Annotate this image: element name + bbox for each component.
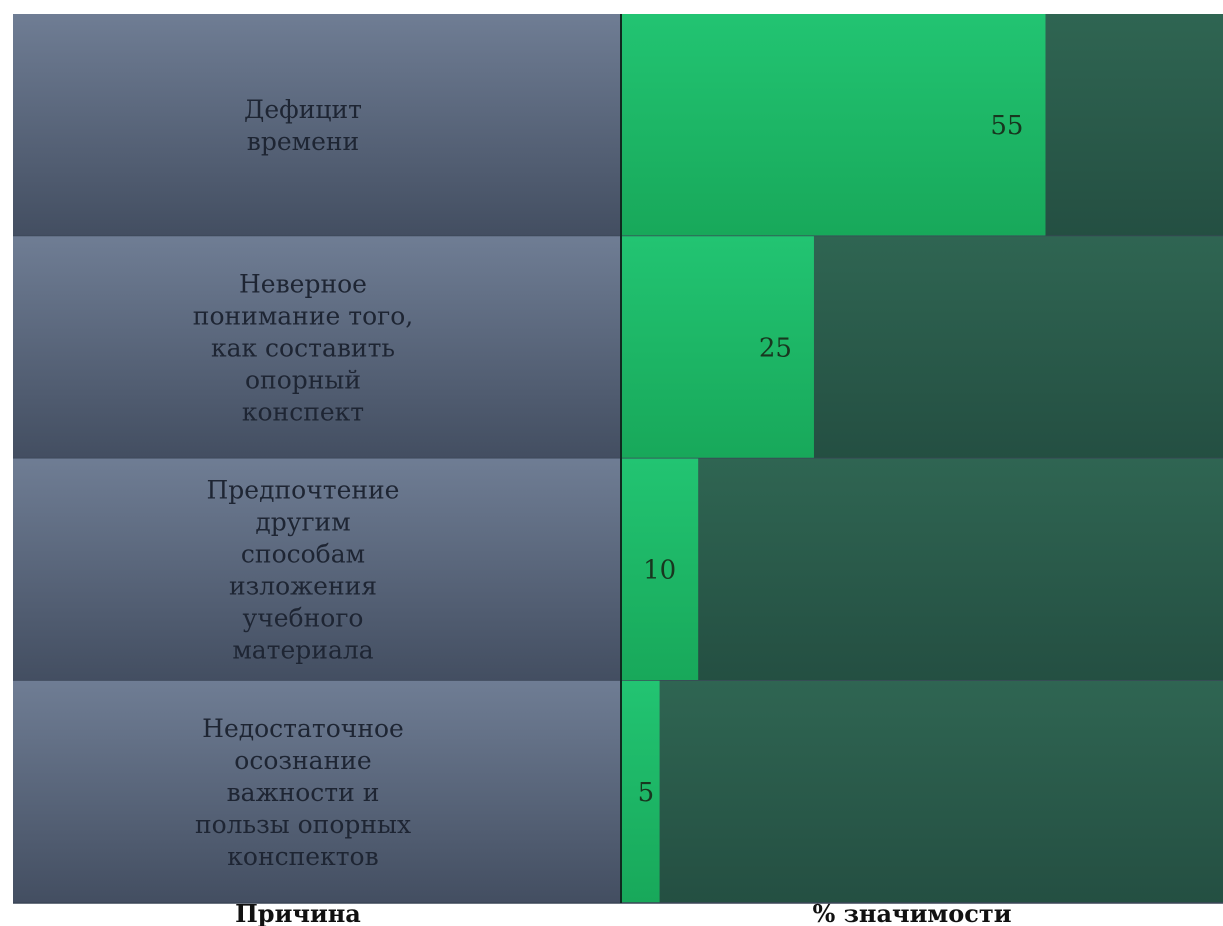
chart-row: Неверное понимание того, как составить опор… xyxy=(13,236,1223,460)
category-label: Неверное понимание того, как составить опор… xyxy=(193,269,413,426)
data-label: 5 xyxy=(638,778,655,808)
chart-rows: Дефицит времени 55 Неверное понимание того, к… xyxy=(13,14,1223,904)
category-label-panel xyxy=(13,680,621,903)
category-label: Предпочтение другим способам изложения учебн… xyxy=(207,476,400,665)
data-label: 55 xyxy=(990,111,1023,141)
category-label-panel xyxy=(13,236,621,459)
chart-row: Предпочтение другим способам изложения учебн… xyxy=(13,458,1223,682)
category-label: Дефицит времени xyxy=(244,95,362,156)
bar xyxy=(621,680,660,903)
category-column-title: Причина xyxy=(235,899,361,926)
category-label: Недостаточное осознание важности и пользы о… xyxy=(195,714,411,871)
bar xyxy=(621,458,699,681)
value-column-title: % значимости xyxy=(812,899,1011,926)
bar-track xyxy=(621,458,1223,681)
chart-row: Дефицит времени 55 xyxy=(13,14,1223,237)
chart-row: Недостаточное осознание важности и пользы о… xyxy=(13,680,1223,904)
category-label-panel xyxy=(13,458,621,681)
bar xyxy=(621,236,814,459)
data-label: 25 xyxy=(759,333,792,363)
bar-track xyxy=(621,680,1223,903)
bar xyxy=(621,14,1046,237)
category-label-panel xyxy=(13,14,621,237)
data-label: 10 xyxy=(643,556,676,586)
